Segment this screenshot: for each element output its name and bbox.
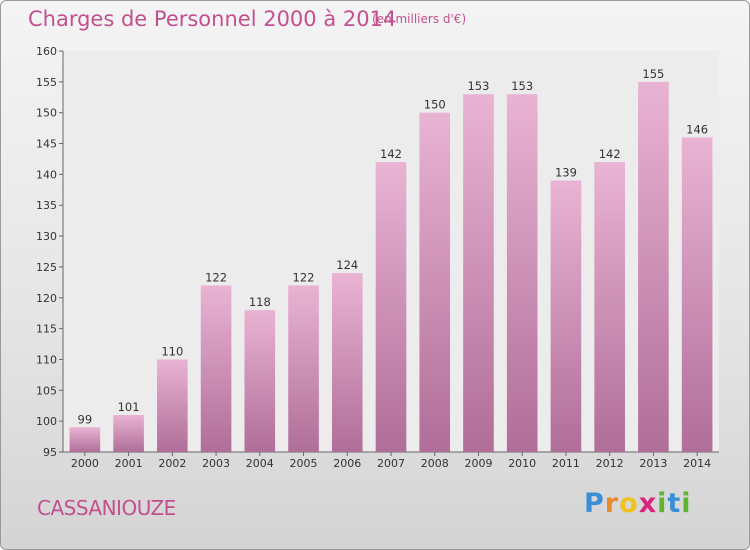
logo-letter: i xyxy=(657,488,668,519)
bar-value-label: 101 xyxy=(118,400,140,414)
y-tick-label: 120 xyxy=(36,292,57,305)
bar-value-label: 153 xyxy=(467,79,489,93)
x-tick-label: 2004 xyxy=(246,457,274,470)
bar xyxy=(244,310,276,452)
y-tick-label: 150 xyxy=(36,107,57,120)
bar xyxy=(69,427,101,452)
x-tick-label: 2010 xyxy=(508,457,536,470)
logo-letter: o xyxy=(619,488,639,519)
logo-letter: P xyxy=(584,488,605,519)
bar xyxy=(200,285,232,452)
x-tick-label: 2013 xyxy=(639,457,667,470)
x-tick-label: 2008 xyxy=(421,457,449,470)
bar-value-label: 122 xyxy=(293,270,315,284)
bar-value-label: 139 xyxy=(555,166,577,180)
x-tick-label: 2000 xyxy=(71,457,99,470)
bar xyxy=(288,285,319,452)
x-tick-label: 2009 xyxy=(464,457,492,470)
x-tick-label: 2005 xyxy=(290,457,318,470)
logo-letter: x xyxy=(638,488,658,519)
bar xyxy=(375,162,407,453)
x-tick-label: 2012 xyxy=(596,457,624,470)
y-tick-label: 160 xyxy=(36,45,57,58)
bar-value-label: 99 xyxy=(78,412,93,426)
bar xyxy=(638,81,669,452)
bar-value-label: 146 xyxy=(686,122,708,136)
bar xyxy=(331,273,363,452)
chart-subtitle: (en milliers d'€) xyxy=(372,12,467,26)
x-tick-label: 2001 xyxy=(115,457,143,470)
bar xyxy=(113,414,144,452)
y-tick-label: 155 xyxy=(36,76,57,89)
logo-letter: r xyxy=(604,488,620,519)
bar xyxy=(681,137,713,452)
y-tick-label: 140 xyxy=(36,168,57,181)
y-tick-label: 125 xyxy=(36,261,57,274)
logo-letter: t xyxy=(667,488,682,519)
proxiti-logo[interactable]: Proxiti xyxy=(584,488,692,519)
x-tick-label: 2006 xyxy=(333,457,361,470)
bar xyxy=(550,180,582,453)
y-tick-label: 110 xyxy=(36,353,57,366)
x-tick-label: 2014 xyxy=(683,457,711,470)
y-tick-label: 130 xyxy=(36,230,57,243)
bar-value-label: 122 xyxy=(205,270,227,284)
x-tick-label: 2002 xyxy=(158,457,186,470)
y-tick-label: 105 xyxy=(36,384,57,397)
bar-value-label: 142 xyxy=(380,147,402,161)
y-tick-label: 115 xyxy=(36,323,57,336)
x-tick-label: 2011 xyxy=(552,457,580,470)
x-tick-label: 2003 xyxy=(202,457,230,470)
bar-value-label: 110 xyxy=(161,344,183,358)
x-tick-label: 2007 xyxy=(377,457,405,470)
bar-value-label: 142 xyxy=(599,147,621,161)
bar-value-label: 124 xyxy=(336,258,358,272)
bar xyxy=(594,162,625,453)
bar xyxy=(157,359,188,452)
chart-title: Charges de Personnel 2000 à 2014 xyxy=(28,7,397,31)
y-tick-label: 135 xyxy=(36,199,57,212)
bar xyxy=(419,112,451,452)
y-tick-label: 145 xyxy=(36,138,57,151)
bar-value-label: 118 xyxy=(249,295,271,309)
y-tick-label: 100 xyxy=(36,415,57,428)
bar-value-label: 155 xyxy=(642,67,664,81)
bar xyxy=(506,94,538,452)
y-tick-label: 95 xyxy=(43,446,57,459)
bar-value-label: 153 xyxy=(511,79,533,93)
bar-value-label: 150 xyxy=(424,98,446,112)
logo-letter: i xyxy=(681,488,692,519)
bar xyxy=(463,94,494,452)
commune-name: CASSANIOUZE xyxy=(37,496,176,520)
